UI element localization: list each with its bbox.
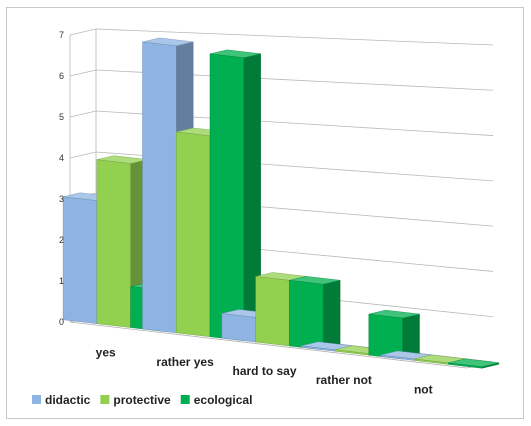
y-tick-label: 5 xyxy=(59,112,64,122)
x-tick-label: yes xyxy=(96,346,116,360)
legend-swatch-ecological xyxy=(180,395,190,404)
bar-ecological-rather-yes xyxy=(209,49,261,341)
bar-front xyxy=(62,196,98,324)
bar-ecological-hard-to-say xyxy=(289,276,341,351)
x-tick-label: rather yes xyxy=(156,355,214,369)
x-tick-label: rather not xyxy=(316,373,372,387)
bar-front xyxy=(142,41,177,334)
side-gridline-7 xyxy=(69,28,97,36)
side-gridline-5 xyxy=(69,110,97,118)
y-tick-label: 1 xyxy=(59,276,64,286)
y-tick-label: 6 xyxy=(59,71,64,81)
legend-label-didactic: didactic xyxy=(45,393,91,407)
bar-front xyxy=(447,362,483,369)
side-gridline-6 xyxy=(69,69,97,77)
bar-front xyxy=(176,131,211,337)
y-tick-label: 4 xyxy=(59,153,64,163)
side-gridline-4 xyxy=(69,151,97,159)
legend-swatch-protective xyxy=(100,395,110,404)
bar-ecological-rather-not xyxy=(368,309,420,360)
x-tick-label: not xyxy=(414,382,433,396)
y-tick-label: 2 xyxy=(59,235,64,245)
gridline-7 xyxy=(95,28,494,46)
bar-front xyxy=(221,313,256,343)
bar-side xyxy=(322,280,341,351)
bar-front xyxy=(289,280,324,351)
legend-label-ecological: ecological xyxy=(194,393,253,407)
legend-label-protective: protective xyxy=(113,393,171,407)
bar-front xyxy=(209,53,244,341)
bar-front xyxy=(96,159,131,328)
x-tick-label: hard to say xyxy=(232,364,296,378)
legend-swatch-didactic xyxy=(32,395,41,404)
bar-front xyxy=(255,276,290,347)
y-tick-label: 7 xyxy=(59,30,64,40)
y-tick-label: 3 xyxy=(59,194,64,204)
y-tick-label: 0 xyxy=(59,317,64,327)
bar-ecological-not xyxy=(447,358,500,369)
